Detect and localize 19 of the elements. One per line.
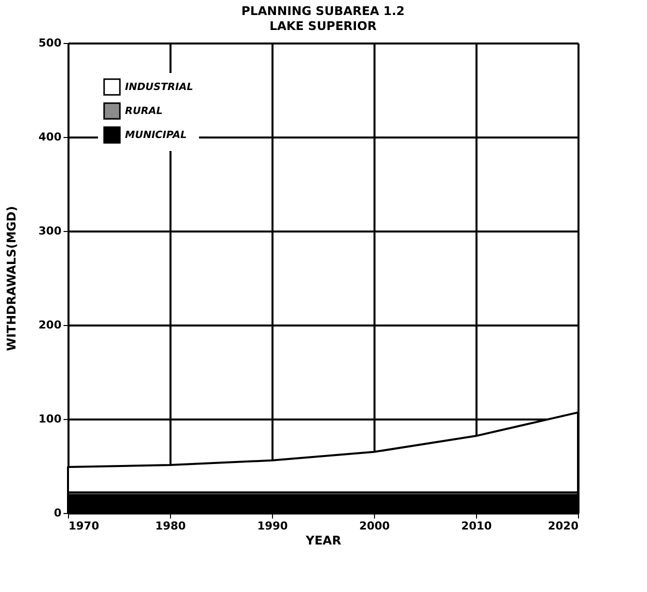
- x-tick-label: 2020: [548, 520, 579, 532]
- x-tick-label: 2010: [461, 520, 492, 532]
- x-tick-label: 1990: [257, 520, 288, 532]
- x-tick-label: 1970: [68, 520, 100, 532]
- legend-label: INDUSTRIAL: [125, 82, 194, 93]
- y-tick-label: 300: [38, 224, 62, 238]
- legend-label: RURAL: [125, 106, 163, 117]
- y-tick-label: 500: [38, 36, 62, 50]
- y-axis-title: WITHDRAWALS(MGD): [4, 206, 19, 351]
- x-tick-label: 1980: [155, 520, 186, 532]
- x-tick-label: 2000: [359, 520, 390, 532]
- chart-subtitle: LAKE SUPERIOR: [269, 19, 377, 33]
- y-tick-label: 100: [38, 412, 62, 426]
- y-tick-label: 0: [54, 506, 62, 520]
- x-axis-title: YEAR: [304, 534, 342, 548]
- legend-label: MUNICIPAL: [125, 130, 187, 141]
- chart-title: PLANNING SUBAREA 1.2: [241, 4, 405, 18]
- y-tick-label: 400: [38, 130, 62, 144]
- y-tick-label: 200: [38, 318, 62, 332]
